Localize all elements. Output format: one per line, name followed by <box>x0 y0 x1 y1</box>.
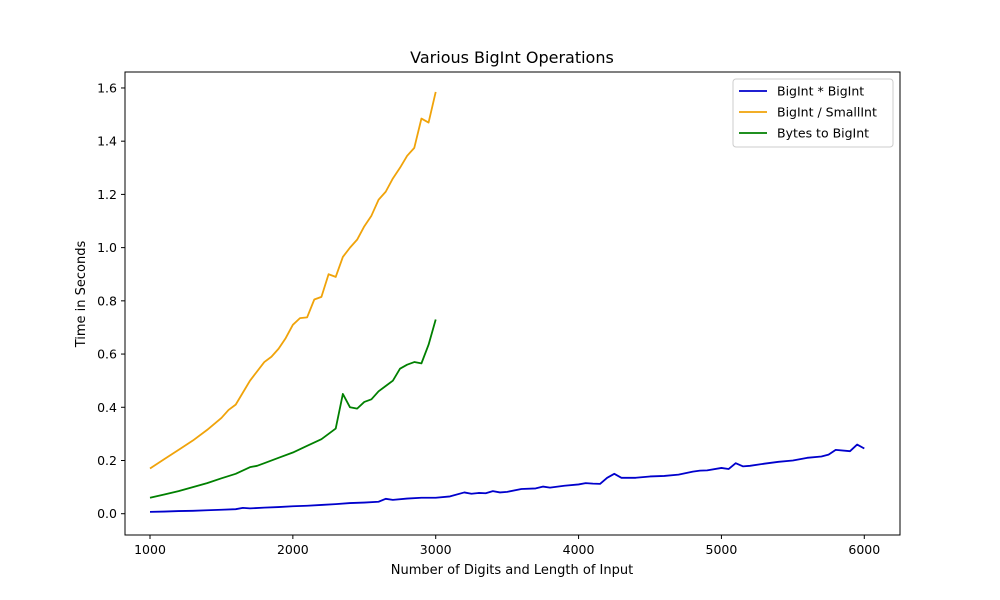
chart-title: Various BigInt Operations <box>410 48 614 67</box>
legend: BigInt * BigInt BigInt / SmallInt Bytes to… <box>732 78 894 148</box>
x-tick-label: 4000 <box>563 542 595 557</box>
series-line-bigint-bigint <box>149 443 865 513</box>
x-tick-label: 6000 <box>848 542 880 557</box>
x-tick-label: 2000 <box>277 542 309 557</box>
y-tick-label: 0.8 <box>97 293 117 308</box>
legend-label: BigInt * BigInt <box>777 84 864 99</box>
y-axis: 0.0 0.2 0.4 0.6 0.8 1.0 1.2 1.4 1.6 <box>97 80 125 521</box>
x-tick-label: 1000 <box>134 542 166 557</box>
x-axis-label: Number of Digits and Length of Input <box>391 563 633 578</box>
y-tick-label: 1.6 <box>97 80 117 95</box>
series-line-bytes-to-bigint <box>149 319 437 499</box>
y-tick-label: 0.6 <box>97 347 117 362</box>
y-tick-label: 0.4 <box>97 400 117 415</box>
y-tick-label: 1.2 <box>97 187 117 202</box>
y-tick-label: 0.0 <box>97 506 117 521</box>
legend-label: Bytes to BigInt <box>777 126 869 141</box>
legend-label: BigInt / SmallInt <box>777 105 877 120</box>
x-tick-label: 3000 <box>420 542 452 557</box>
x-tick-label: 5000 <box>706 542 738 557</box>
series-line-bigint-smallint <box>149 91 437 470</box>
y-tick-label: 1.4 <box>97 134 117 149</box>
legend-box <box>732 78 894 148</box>
x-axis: 1000 2000 3000 4000 5000 6000 <box>134 535 880 557</box>
y-tick-label: 0.2 <box>97 453 117 468</box>
series-layer <box>149 91 865 513</box>
y-axis-label: Time in Seconds <box>74 241 89 349</box>
plot-frame <box>124 71 901 536</box>
y-tick-label: 1.0 <box>97 240 117 255</box>
